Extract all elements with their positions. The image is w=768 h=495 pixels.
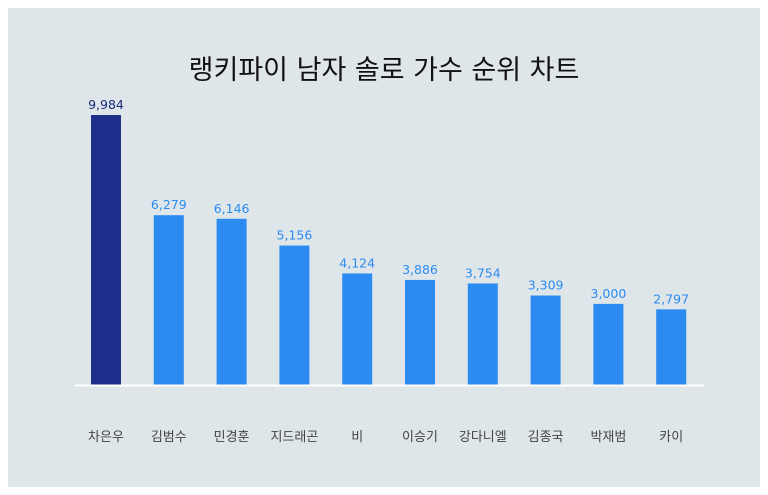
bar — [593, 303, 624, 385]
category-label: 김범수 — [151, 430, 187, 445]
data-label: 6,279 — [151, 197, 187, 212]
category-label: 비 — [351, 430, 363, 445]
data-label: 6,146 — [214, 201, 250, 216]
chart-background — [8, 8, 760, 487]
bar — [405, 279, 435, 385]
data-label: 3,886 — [402, 262, 438, 277]
bar — [656, 309, 687, 385]
category-label: 민경훈 — [214, 430, 250, 445]
category-label: 박재범 — [590, 430, 626, 445]
bar — [467, 283, 498, 385]
data-label: 5,156 — [277, 228, 313, 243]
bar — [342, 273, 373, 385]
category-label: 이승기 — [402, 430, 438, 445]
data-label: 2,797 — [653, 291, 689, 306]
category-label: 지드래곤 — [270, 430, 318, 445]
data-label: 9,984 — [88, 97, 124, 112]
bar — [153, 215, 184, 385]
data-label: 3,000 — [591, 286, 627, 301]
chart-title: 랭키파이 남자 솔로 가수 순위 차트 — [188, 55, 580, 86]
category-label: 김종국 — [528, 430, 564, 445]
data-label: 3,754 — [465, 265, 501, 280]
data-label: 4,124 — [339, 255, 375, 270]
bar — [91, 115, 121, 385]
category-label: 차은우 — [88, 430, 124, 445]
bar — [530, 295, 561, 385]
data-label: 3,309 — [528, 278, 564, 293]
category-label: 카이 — [659, 430, 683, 445]
bar — [279, 245, 310, 385]
category-label: 강다니엘 — [459, 430, 507, 445]
bar — [216, 218, 247, 385]
